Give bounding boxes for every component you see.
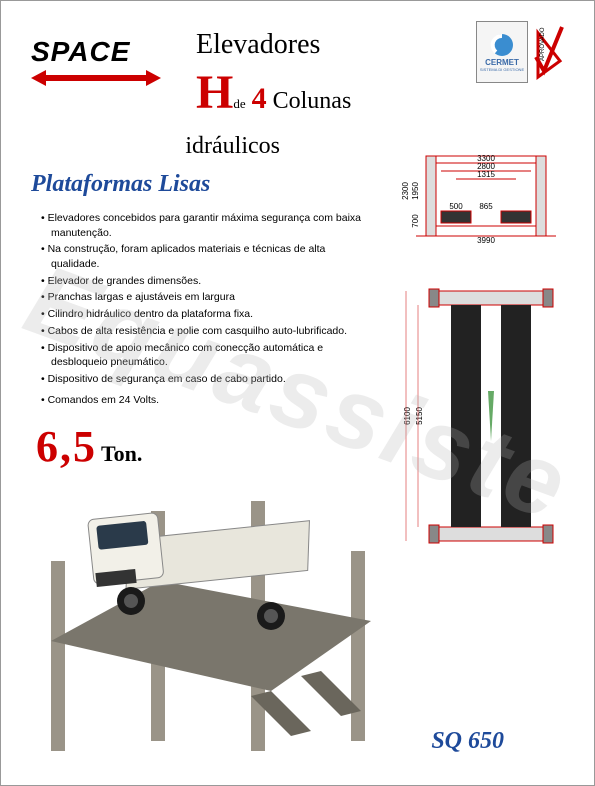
cermet-sub: SISTEMA DI GESTIONE: [480, 67, 524, 72]
brand-text: SPACE: [31, 36, 161, 68]
title-line1: Elevadores: [196, 29, 351, 61]
dim-865: 865: [479, 202, 493, 211]
subtitle: Plataformas Lisas: [31, 171, 210, 198]
dim-5150: 5150: [415, 407, 424, 425]
feature-list: Elevadores concebidos para garantir máxi…: [41, 211, 361, 409]
dim-6100: 6100: [403, 407, 412, 425]
cermet-badge: CERMET SISTEMA DI GESTIONE: [476, 21, 528, 83]
title-hidraulicos: idráulicos: [185, 133, 280, 159]
title-colunas: Colunas: [273, 88, 352, 114]
dim-1950: 1950: [411, 182, 420, 200]
diagram-top: 6100 5150: [396, 281, 566, 551]
cermet-icon: [489, 32, 515, 58]
aprovado-text: APROVADO: [540, 27, 546, 61]
list-item: Elevadores concebidos para garantir máxi…: [41, 211, 361, 240]
diagram-front: 3990 3300 2800 1315 500 865 2300 1950 70…: [396, 141, 566, 251]
title-de: de: [233, 96, 245, 111]
dim-2300: 2300: [401, 182, 410, 200]
brand-arrow-icon: [31, 68, 161, 88]
list-item: Na construção, foram aplicados materiais…: [41, 242, 361, 271]
list-item: Pranchas largas e ajustáveis em largura: [41, 290, 361, 305]
header: SPACE Elevadores Hde 4 Colunas Hidráulic…: [31, 21, 564, 151]
cert-badges: CERMET SISTEMA DI GESTIONE APROVADO: [476, 21, 564, 83]
list-item: Dispositivo de segurança em caso de cabo…: [41, 372, 361, 387]
product-illustration: [21, 461, 411, 761]
list-item: Comandos em 24 Volts.: [41, 393, 361, 408]
dim-1315: 1315: [477, 170, 495, 179]
aprovado-badge: APROVADO: [534, 21, 564, 83]
dim-outer: 3990: [477, 236, 495, 245]
dim-500: 500: [449, 202, 463, 211]
title-block: Elevadores Hde 4 Colunas Hidráulicos: [196, 29, 351, 165]
brand-logo: SPACE: [31, 36, 161, 93]
model-code: SQ 650: [431, 728, 504, 755]
list-item: Cilindro hidráulico dentro da plataforma…: [41, 307, 361, 322]
cermet-text: CERMET: [485, 58, 519, 67]
list-item: Elevador de grandes dimensões.: [41, 274, 361, 289]
list-item: Dispositivo de apoio mecânico com conecç…: [41, 341, 361, 370]
list-item: Cabos de alta resistência e polie com ca…: [41, 324, 361, 339]
dim-700: 700: [411, 214, 420, 228]
